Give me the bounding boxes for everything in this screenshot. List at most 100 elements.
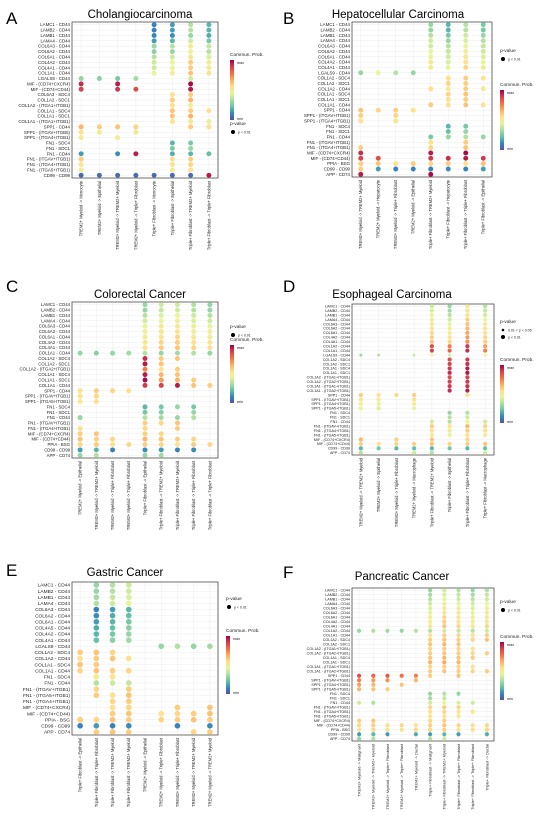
data-point — [110, 447, 116, 453]
data-point — [188, 108, 194, 114]
panel-title: Cholangiocarcinoma — [88, 9, 193, 21]
data-point — [125, 704, 132, 711]
row-label: FN1 - (ITGAV+ITGB1) — [307, 140, 351, 145]
data-point — [158, 643, 165, 650]
data-point — [483, 348, 488, 353]
data-point — [484, 615, 489, 620]
data-point — [447, 446, 452, 451]
row-label: COL1A1 - (ITGA2+ITGB1) — [307, 670, 350, 674]
data-point — [445, 155, 451, 161]
data-point — [206, 124, 212, 130]
row-label: LAMA4 - CD44 — [320, 38, 350, 43]
data-point — [465, 317, 470, 322]
data-point — [109, 594, 116, 601]
row-label: COL1A2 - (ITGA2+ITGB1) — [307, 652, 350, 656]
data-point — [470, 619, 475, 624]
data-point — [447, 326, 452, 331]
column-label: Triple+ Fibroblast -> TREM2+ Myeloid — [429, 457, 434, 527]
data-point — [463, 139, 469, 145]
data-point — [188, 97, 194, 103]
row-label: LAMB1 - CD44 — [320, 33, 350, 38]
data-point — [93, 729, 100, 735]
data-point — [142, 447, 148, 453]
legend-pvalue-title: p-value — [500, 48, 516, 54]
data-point — [174, 704, 181, 711]
data-point — [428, 619, 433, 624]
data-point — [169, 43, 175, 49]
data-point — [428, 32, 434, 38]
column-label: Triple+ Fibroblast -> Monocyte — [152, 180, 157, 236]
data-point — [428, 43, 434, 49]
panel-title: Colorectal Cancer — [94, 289, 186, 301]
panel-letter: E — [6, 561, 17, 580]
row-label: COL1A1 - CD44 — [318, 102, 351, 107]
column-label: TREM2+ Myeloid -> Epithelial — [411, 180, 416, 234]
data-point — [188, 54, 194, 60]
row-label: COL1A2 - (ITGA1+ITGB1) — [307, 647, 350, 651]
data-point — [78, 124, 84, 130]
data-point — [470, 592, 475, 597]
data-point — [191, 302, 197, 308]
data-point — [142, 425, 148, 431]
data-point — [483, 441, 488, 446]
data-point — [190, 643, 197, 650]
data-point — [442, 736, 447, 741]
data-point — [445, 64, 451, 70]
row-label: FN1 - SDC4 — [44, 675, 70, 681]
data-point — [456, 723, 461, 728]
plot-frame — [351, 21, 493, 178]
data-point — [463, 86, 469, 92]
data-point — [484, 651, 489, 656]
color-scale-bar — [500, 365, 504, 423]
data-point — [158, 382, 164, 388]
data-point — [470, 651, 475, 656]
data-point — [428, 48, 434, 54]
data-point — [376, 401, 381, 406]
data-point — [169, 102, 175, 108]
data-point — [93, 686, 100, 692]
panel-title: Gastric Cancer — [87, 567, 164, 579]
data-point — [93, 661, 100, 668]
data-point — [93, 582, 100, 588]
column-label: Triple+ Fibroblast -> Triple+ Fibroblast — [191, 460, 196, 530]
data-point — [158, 415, 164, 421]
data-point — [207, 302, 213, 308]
row-label: SPP1 - (ITGA5+ITGB1) — [311, 407, 350, 411]
data-point — [480, 86, 486, 92]
column-label: TREM2+ Myeloid -> Triple+ Fibroblast — [133, 180, 138, 250]
data-point — [191, 329, 197, 335]
row-label: SPP1 - (ITGA4+ITGB1) — [311, 683, 350, 687]
data-point — [442, 655, 447, 660]
data-point — [142, 382, 148, 388]
data-point — [465, 339, 470, 344]
data-point — [93, 399, 99, 404]
data-point — [430, 353, 434, 357]
data-point — [428, 705, 433, 710]
data-point — [445, 123, 451, 129]
legend-commun-prob-title: Commun. Prob. — [226, 628, 260, 634]
data-point — [78, 156, 84, 162]
data-point — [96, 129, 102, 135]
data-point — [447, 410, 452, 415]
data-point — [158, 350, 164, 356]
data-point — [207, 729, 213, 735]
row-label: COL1A2 - (ITGA1+ITGB1) — [307, 376, 350, 380]
data-point — [142, 302, 148, 308]
row-label: COL1A2 - (ITGA2+ITGB1) — [307, 380, 350, 384]
panel-letter: B — [283, 9, 294, 28]
row-label: COL1A2 - CD44 — [323, 629, 350, 633]
column-label: TREM2+ Myeloid -> Malignant — [356, 743, 361, 796]
data-point — [371, 628, 376, 633]
panel-letter: D — [283, 277, 295, 296]
data-point — [429, 441, 434, 446]
row-label: FN1 - CD44 — [330, 701, 350, 705]
data-point — [465, 326, 470, 331]
data-point — [442, 601, 447, 606]
data-point — [413, 732, 418, 737]
data-point — [78, 76, 84, 81]
data-point — [158, 339, 164, 345]
row-label: CD99 - CD99 — [324, 167, 351, 172]
row-label: FN1 - (ITGAV+ITGB1) — [23, 687, 71, 693]
row-label: CD99 - CD99 — [44, 173, 71, 178]
